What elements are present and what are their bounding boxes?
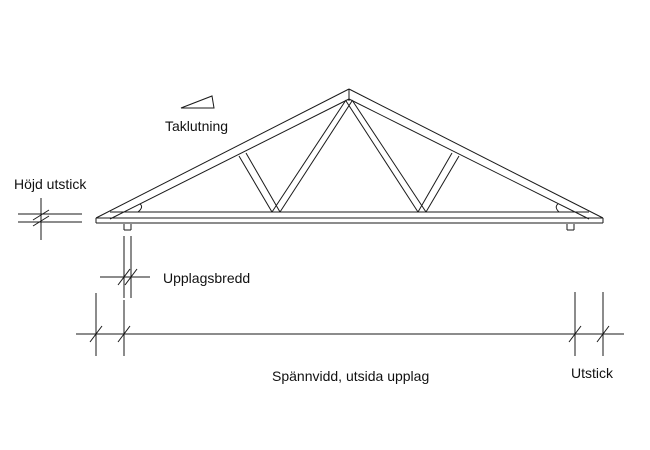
overhang-height-dimension	[18, 198, 82, 240]
pitch-indicator-icon	[180, 95, 215, 109]
bottom-chord	[95, 211, 604, 224]
overhang-label: Utstick	[571, 365, 613, 381]
heel-arc-right	[555, 203, 560, 213]
overhang-height-label: Höjd utstick	[14, 176, 87, 192]
top-chord-left	[95, 88, 350, 220]
web-members	[238, 99, 460, 213]
span-dimension	[76, 292, 624, 356]
bearing-right	[566, 224, 575, 231]
bearing-width-dimension	[100, 236, 150, 298]
span-label: Spännvidd, utsida upplag	[272, 368, 430, 384]
top-chord-right	[348, 88, 604, 220]
heel-arc-left	[137, 203, 143, 213]
roof-pitch-label: Taklutning	[165, 118, 229, 134]
bearing-width-label: Upplagsbredd	[163, 270, 251, 286]
bearing-left	[123, 224, 132, 231]
